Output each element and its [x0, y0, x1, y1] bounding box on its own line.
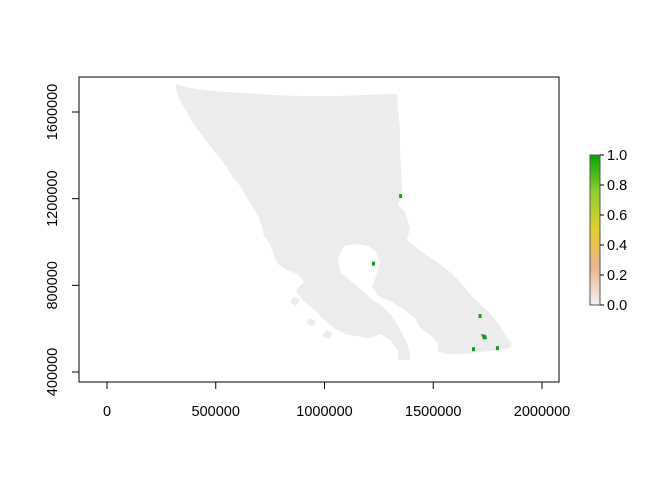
x-tick-label: 500000 [192, 404, 240, 420]
legend-color-bar [589, 154, 601, 306]
legend-tick-label: 0.8 [607, 178, 627, 194]
x-tick-label: 2000000 [514, 404, 570, 420]
map-region [176, 84, 512, 360]
x-tick-label: 1500000 [405, 404, 461, 420]
high-value-cells [371, 194, 499, 352]
x-tick-label: 1000000 [296, 404, 352, 420]
high-value-cell [371, 261, 375, 266]
legend-tick-label: 0.2 [607, 268, 627, 284]
x-tick-label: 0 [103, 404, 111, 420]
x-axis: 0 500000 1000000 1500000 2000000 [103, 381, 570, 420]
high-value-cell [399, 194, 403, 199]
y-tick-label: 800000 [45, 261, 61, 309]
legend-tick-label: 1.0 [607, 148, 627, 164]
legend: 0.0 0.2 0.4 0.6 0.8 1.0 [589, 148, 627, 314]
high-value-cell [495, 346, 499, 351]
y-tick-label: 1200000 [45, 170, 61, 226]
high-value-cell [471, 347, 475, 352]
land-mass [176, 84, 512, 360]
high-value-cell [478, 314, 482, 319]
legend-tick-label: 0.4 [607, 238, 627, 254]
y-tick-label: 400000 [45, 348, 61, 396]
legend-tick-label: 0.0 [607, 298, 627, 314]
high-value-cell [481, 334, 487, 339]
legend-tick-label: 0.6 [607, 208, 627, 224]
inlet-water [343, 254, 372, 280]
y-tick-label: 1600000 [45, 84, 61, 140]
islands [290, 296, 410, 360]
y-axis: 400000 800000 1200000 1600000 [45, 84, 80, 396]
